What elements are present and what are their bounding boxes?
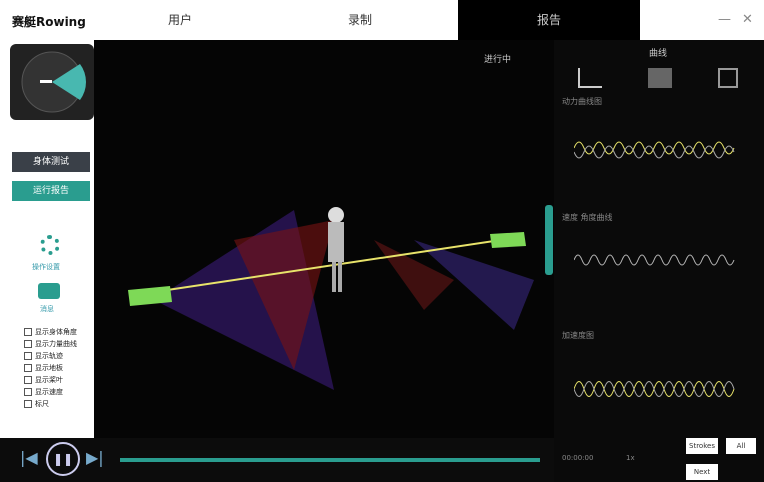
progress-bar[interactable] (120, 458, 540, 462)
chat-label: 消息 (40, 305, 54, 313)
tab-record[interactable]: 录制 (347, 13, 372, 27)
cube-icon[interactable] (648, 68, 672, 88)
chat-icon[interactable] (38, 283, 60, 299)
panel-collapse-handle[interactable] (545, 205, 553, 275)
all-button[interactable]: All (726, 438, 756, 454)
chart1-title: 动力曲线图 (562, 97, 602, 106)
zoom-level: 1x (626, 454, 635, 462)
run-report-button[interactable]: 运行报告 (12, 181, 90, 201)
next-button[interactable]: Next (686, 464, 718, 480)
chart2-title: 速度 角度曲线 (562, 213, 613, 222)
checkbox-ruler[interactable]: 标尺 (24, 399, 49, 409)
rowing-3d-view[interactable]: 进行中 (94, 40, 554, 438)
skip-forward-icon[interactable]: ▶| (86, 448, 104, 467)
checkbox-force-curve[interactable]: 显示力量曲线 (24, 339, 77, 349)
checkbox-floor[interactable]: 显示地板 (24, 363, 63, 373)
close-icon[interactable]: ✕ (742, 12, 753, 27)
right-heading: 曲线 (649, 49, 668, 59)
checkbox-body-angle[interactable]: 显示身体角度 (24, 327, 77, 337)
scene-toggle[interactable]: 进行中 (484, 55, 512, 65)
gear-icon[interactable] (40, 235, 60, 255)
line-chart-icon[interactable] (578, 68, 602, 88)
chart3-title: 加速度图 (562, 331, 594, 340)
minimize-icon[interactable]: — (718, 12, 731, 27)
checkbox-speed[interactable]: 显示速度 (24, 387, 63, 397)
strokes-button[interactable]: Strokes (686, 438, 718, 454)
right-panel: 曲线 动力曲线图 速度 角度曲线 加速度图 00:00:00 1x Stroke… (554, 40, 764, 482)
chart3-graph (574, 381, 735, 397)
checkbox-blade[interactable]: 显示桨叶 (24, 375, 63, 385)
time-readout: 00:00:00 (562, 454, 594, 462)
app-logo: 赛艇Rowing (12, 15, 86, 29)
square-icon[interactable] (718, 68, 738, 88)
minimap[interactable] (10, 44, 94, 120)
tab-users[interactable]: 用户 (167, 13, 192, 27)
settings-label: 操作设置 (32, 263, 60, 271)
pause-icon[interactable]: ❚❚ (46, 442, 80, 476)
chart2-graph (574, 254, 735, 266)
body-test-button[interactable]: 身体测试 (12, 152, 90, 172)
checkbox-trajectory[interactable]: 显示轨迹 (24, 351, 63, 361)
playback-bar: |◀ ❚❚ ▶| (0, 438, 554, 482)
chart1-graph (574, 141, 735, 159)
tab-report[interactable]: 报告 (458, 0, 640, 40)
top-bar: 赛艇Rowing 用户 录制 报告 — ✕ (0, 0, 764, 40)
skip-back-icon[interactable]: |◀ (20, 448, 38, 467)
